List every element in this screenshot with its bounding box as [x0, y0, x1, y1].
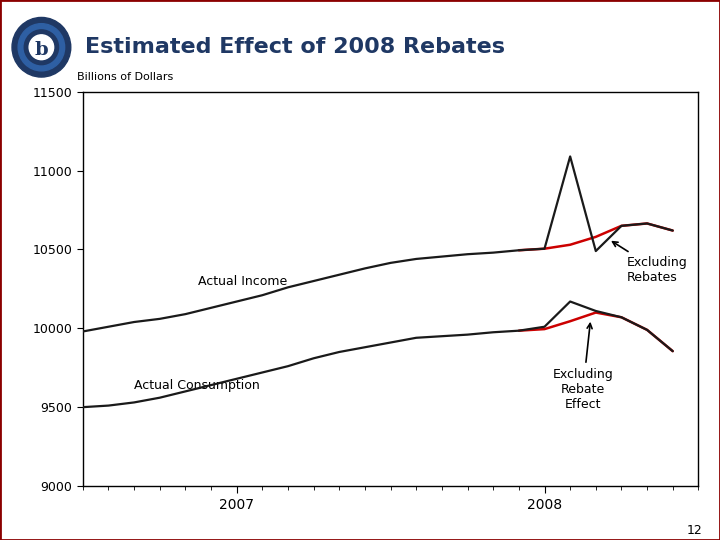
Text: b: b — [35, 40, 48, 59]
Text: Excluding
Rebates: Excluding Rebates — [613, 242, 688, 284]
Circle shape — [24, 30, 58, 65]
Text: Estimated Effect of 2008 Rebates: Estimated Effect of 2008 Rebates — [85, 37, 505, 57]
Text: Actual Income: Actual Income — [198, 274, 287, 287]
Circle shape — [29, 35, 53, 60]
Text: Actual Consumption: Actual Consumption — [134, 379, 260, 392]
Circle shape — [12, 17, 71, 77]
Text: Excluding
Rebate
Effect: Excluding Rebate Effect — [552, 323, 613, 411]
Text: 12: 12 — [686, 524, 702, 537]
Text: Billions of Dollars: Billions of Dollars — [76, 72, 173, 82]
Circle shape — [18, 24, 65, 71]
